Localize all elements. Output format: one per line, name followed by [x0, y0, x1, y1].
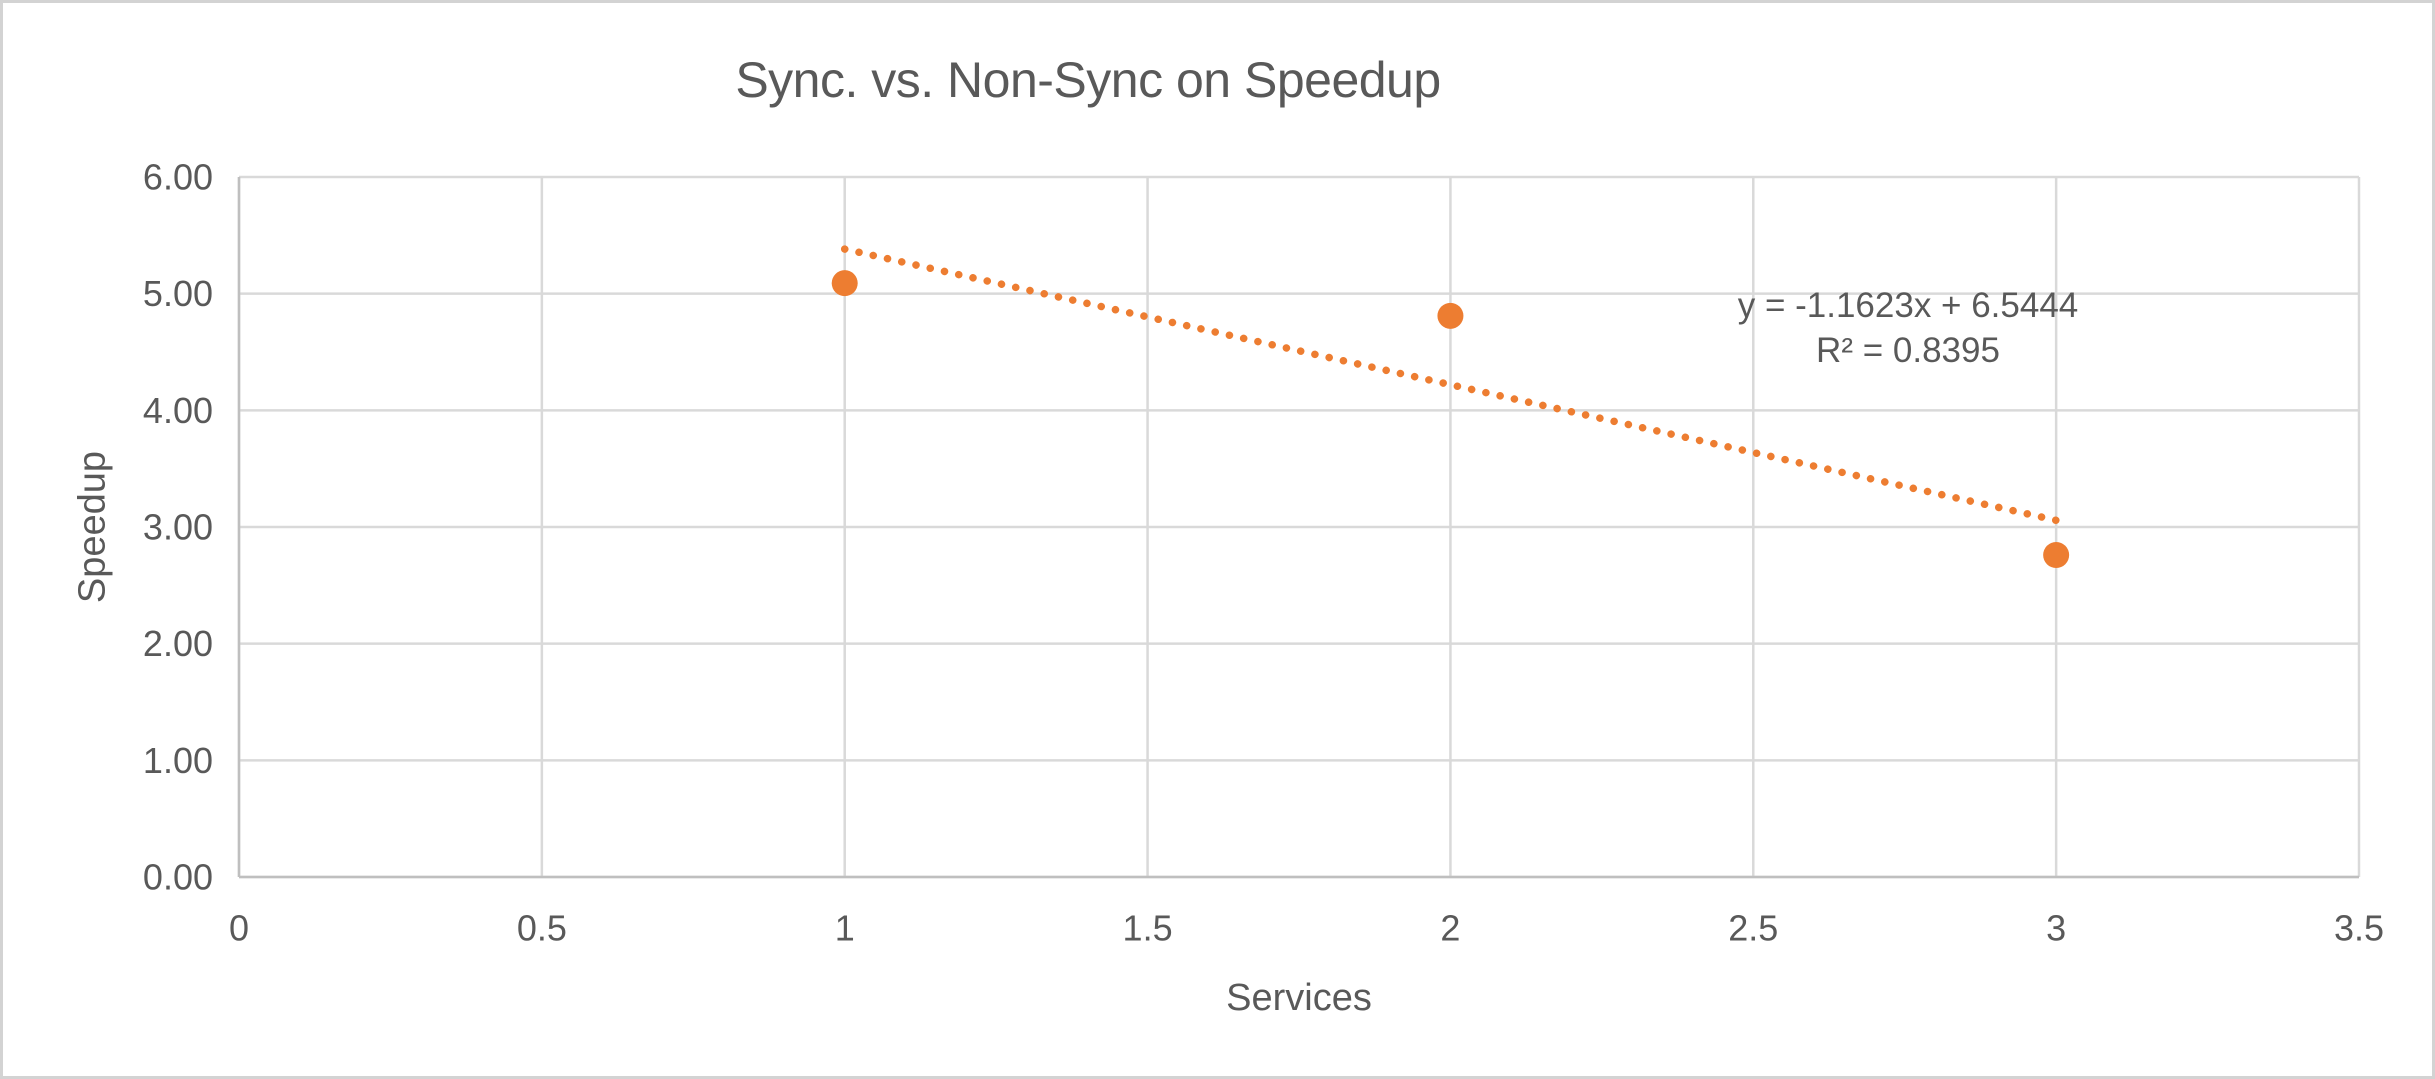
x-axis-title: Services [1226, 977, 1372, 1019]
x-axis-tick-label: 1.5 [1123, 908, 1173, 949]
plot-area: 0.00 1.00 2.00 3.00 4.00 5.00 6.00 0 0.5 1 1.5 2 2.5… [143, 157, 2384, 949]
trendline-label: y = -1.1623x + 6.5444 R² = 0.8395 [1738, 283, 2079, 373]
trendline-equation-text: y = -1.1623x + 6.5444 [1737, 286, 2079, 325]
y-axis-tick-label: 5.00 [143, 273, 213, 314]
x-axis-tick-label: 2.5 [1728, 908, 1778, 949]
y-axis-tick-label: 0.00 [143, 857, 213, 898]
x-axis-tick-label: 0 [229, 908, 249, 949]
trendline-dotted [840, 245, 2060, 525]
trendline-r-squared-text: R² = 0.8395 [1816, 331, 2000, 370]
chart-title: Sync. vs. Non-Sync on Speedup [735, 52, 1441, 108]
data-point-marker [2043, 542, 2070, 568]
y-axis-tick-label: 6.00 [143, 157, 213, 198]
y-axis-tick-label: 3.00 [143, 507, 213, 548]
x-axis-tick-label: 2 [1440, 908, 1460, 949]
y-axis-tick-label: 4.00 [143, 390, 213, 431]
y-axis-title: Speedup [71, 450, 114, 604]
x-axis-tick-label: 3.5 [2334, 908, 2384, 949]
data-point-marker [831, 270, 858, 297]
x-axis-tick-label: 3 [2046, 908, 2066, 949]
y-axis-tick-label: 1.00 [143, 740, 213, 781]
x-axis-tick-label: 1 [835, 908, 855, 949]
data-point-marker [1437, 302, 1464, 329]
y-axis-tick-label: 2.00 [143, 623, 213, 664]
x-axis-tick-label: 0.5 [517, 908, 567, 949]
